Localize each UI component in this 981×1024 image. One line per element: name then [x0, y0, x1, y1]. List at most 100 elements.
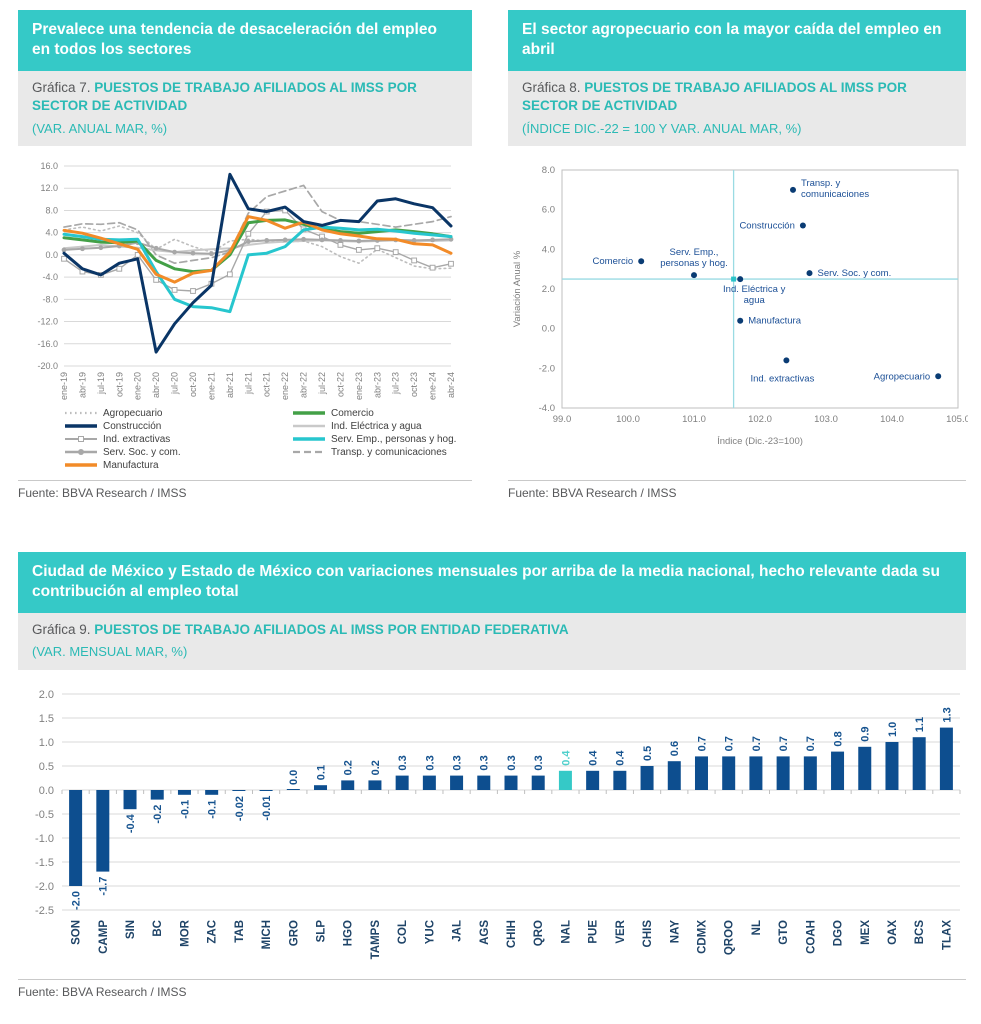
- x-tick-label: oct-19: [114, 372, 124, 397]
- bar-value-label: 0.2: [343, 760, 355, 775]
- y-axis-title: Variación Anual %: [512, 250, 523, 327]
- legend-column: Agropecuario Construcción Ind. extractivas…: [64, 407, 292, 472]
- x-category-label: TAMPS: [370, 919, 382, 959]
- x-tick-label: ene-19: [59, 372, 69, 400]
- y-tick-label: -12.0: [37, 316, 58, 326]
- x-category-label: MOR: [180, 919, 192, 947]
- banner-grafica-7: Prevalece una tendencia de desaceleració…: [18, 10, 472, 71]
- y-tick-label: 4.0: [45, 227, 58, 237]
- point-label: Construcción: [739, 220, 794, 231]
- y-tick-label: -2.5: [35, 905, 54, 917]
- bar-MOR: [177, 789, 191, 795]
- point-label: Agropecuario: [874, 371, 931, 382]
- x-tick-label: ene-20: [133, 372, 143, 400]
- y-tick-label: -20.0: [37, 361, 58, 371]
- x-category-label: VER: [615, 919, 627, 943]
- x-category-label: MEX: [860, 919, 872, 944]
- bar-value-label: 0.4: [615, 749, 627, 765]
- y-tick-label: -4.0: [42, 272, 58, 282]
- bar-value-label: -0.2: [152, 804, 164, 823]
- x-category-label: COAH: [805, 920, 817, 954]
- x-category-label: COL: [397, 920, 409, 944]
- marker-square: [337, 241, 344, 248]
- scatter-chart-area: -4.0 -2.0 0.0 2.0 4.0 6.0 8.0 99.0 100.0 101.0 102…: [508, 146, 970, 455]
- marker-circle: [338, 237, 343, 243]
- card-grafica-7: Prevalece una tendencia de desaceleració…: [18, 10, 472, 500]
- marker-circle: [448, 236, 454, 242]
- legend-item: Agropecuario: [64, 407, 292, 420]
- x-category-label: SIN: [125, 920, 137, 939]
- bar-VER: [613, 770, 627, 790]
- bar-value-label: -0.1: [207, 799, 219, 818]
- top-charts-row: Prevalece una tendencia de desaceleració…: [18, 10, 970, 500]
- scatter-point-Manufactura: [737, 317, 744, 324]
- x-category-label: QRO: [533, 920, 545, 946]
- bar-value-label: 0.4: [560, 749, 572, 765]
- point-label: Manufactura: [748, 315, 802, 326]
- x-tick-label: jul-22: [317, 372, 327, 395]
- marker-square: [226, 271, 233, 277]
- banner-text: El sector agropecuario con la mayor caíd…: [522, 21, 942, 59]
- point-label: Ind. extractivas: [750, 373, 814, 384]
- caption-prefix: Gráfica 8.: [522, 79, 581, 95]
- bar-value-label: 0.3: [479, 755, 491, 770]
- y-tick-label: 0.5: [39, 761, 54, 773]
- bar-chart-area: -2.5 -2.0 -1.5 -1.0 -0.5 0.0 0.5 1.0 1.5 2.0 -2.0 S…: [18, 670, 966, 979]
- x-category-label: BCS: [914, 919, 926, 944]
- y-tick-label: 12.0: [40, 183, 58, 193]
- legend-swatch: [293, 451, 325, 454]
- x-category-label: GRO: [288, 920, 300, 946]
- x-tick-label: 101.0: [682, 414, 706, 425]
- y-tick-label: 0.0: [39, 785, 54, 797]
- legend-item: Serv. Emp., personas y hog.: [292, 433, 456, 446]
- banner-text: Ciudad de México y Estado de México con …: [32, 562, 940, 601]
- x-category-label: NL: [751, 920, 763, 935]
- legend-label: Construcción: [103, 420, 162, 432]
- point-label: comunicaciones: [801, 189, 869, 200]
- bar-value-label: 0.8: [832, 731, 844, 746]
- bar-YUC: [422, 775, 436, 790]
- x-tick-label: abr-20: [151, 372, 161, 398]
- bar-CHIH: [504, 775, 518, 790]
- x-category-label: CHIS: [642, 919, 654, 947]
- bar-value-label: 1.3: [941, 707, 953, 722]
- states-bar-chart: -2.5 -2.0 -1.5 -1.0 -0.5 0.0 0.5 1.0 1.5 2.0 -2.0 S…: [35, 689, 961, 959]
- x-category-label: GTO: [778, 920, 790, 945]
- x-tick-label: 104.0: [880, 414, 904, 425]
- bar-QROO: [722, 755, 736, 790]
- bar-NL: [749, 755, 763, 790]
- crosshair-marker: [731, 276, 737, 282]
- scatter-point-Transp. y comunicaciones: [790, 186, 796, 193]
- marker-circle: [80, 246, 85, 251]
- caption-grafica-9: Gráfica 9. PUESTOS DE TRABAJO AFILIADOS …: [18, 612, 966, 670]
- y-tick-label: 0.0: [542, 323, 555, 334]
- marker-square: [171, 286, 178, 293]
- bar-value-label: 0.3: [424, 755, 436, 770]
- legend-label: Serv. Soc. y com.: [103, 446, 181, 458]
- x-tick-label: jul-21: [243, 372, 253, 395]
- bar-value-label: 0.7: [696, 736, 708, 751]
- bar-value-label: 1.0: [887, 721, 899, 736]
- point-label: Transp. y: [801, 178, 840, 189]
- bar-PUE: [586, 770, 600, 790]
- x-tick-label: ene-22: [280, 372, 290, 400]
- y-tick-label: -1.0: [35, 833, 54, 845]
- bar-NAL: [558, 770, 572, 790]
- legend-swatch: [293, 424, 325, 428]
- legend-column: Comercio Ind. Eléctrica y agua Serv. Emp.,…: [292, 407, 456, 472]
- caption-subtitle: (ÍNDICE DIC.-22 = 100 Y VAR. ANUAL MAR, …: [522, 120, 802, 136]
- bar-value-label: 0.3: [506, 755, 518, 770]
- x-tick-label: oct-20: [188, 372, 198, 397]
- x-tick-label: jul-23: [391, 372, 401, 395]
- caption-prefix: Gráfica 7.: [32, 79, 91, 95]
- x-tick-label: oct-22: [335, 372, 345, 397]
- bar-MEX: [858, 746, 872, 790]
- x-category-label: AGS: [479, 919, 491, 944]
- bar-CAMP: [96, 789, 110, 872]
- marker-square: [429, 264, 436, 271]
- x-category-label: CHIH: [506, 920, 518, 948]
- bar-value-label: 0.4: [587, 749, 599, 765]
- legend-swatch: [65, 436, 97, 443]
- x-category-label: SON: [71, 920, 83, 945]
